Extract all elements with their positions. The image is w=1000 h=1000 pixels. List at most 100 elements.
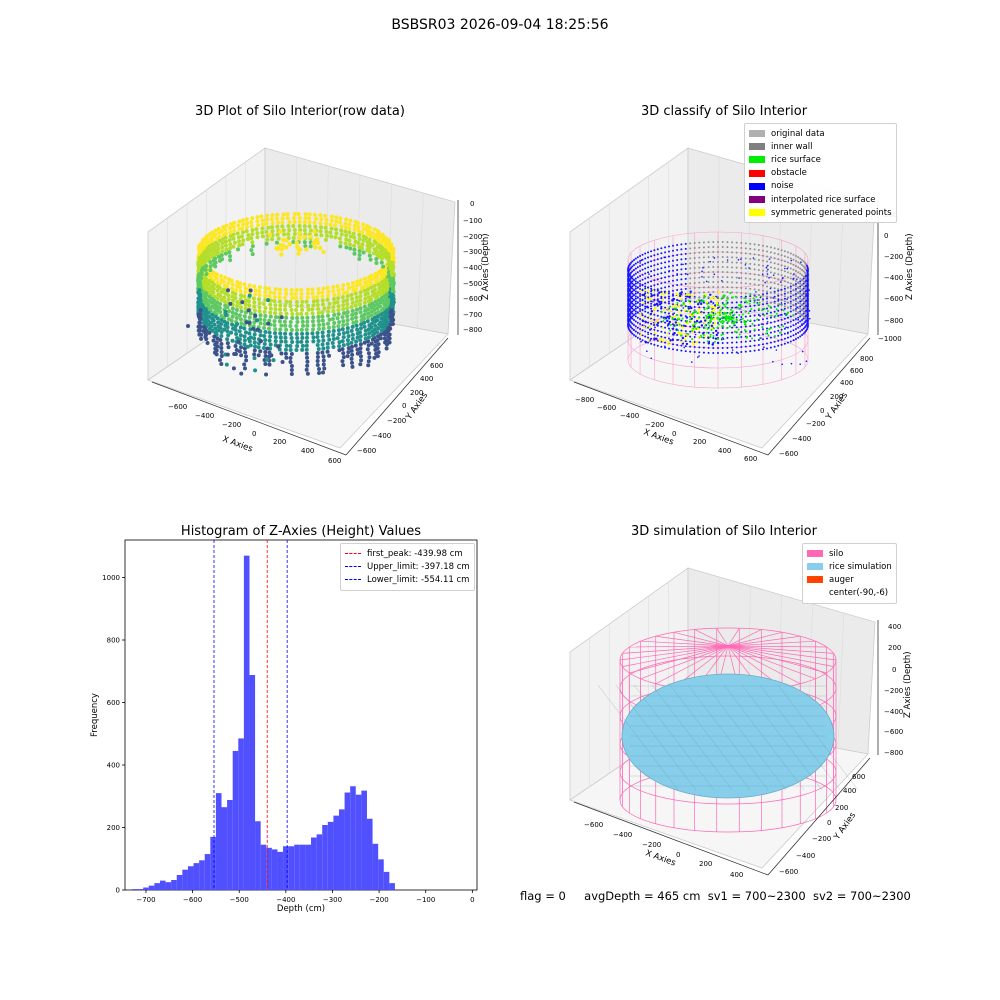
raw-point: [370, 329, 375, 334]
cls-point: [799, 295, 802, 298]
cls-point: [658, 339, 662, 343]
raw-point: [304, 327, 309, 332]
cls-point: [685, 342, 689, 346]
raw-point: [262, 341, 267, 346]
cls-point: [717, 246, 719, 248]
cls-point: [805, 318, 808, 321]
raw-y-tick: −200: [387, 417, 406, 425]
raw-point: [381, 234, 386, 239]
cls-point: [786, 298, 788, 301]
raw-point: [271, 358, 276, 363]
cls-point: [740, 291, 743, 294]
raw-point: [289, 327, 294, 332]
raw-point: [197, 288, 202, 293]
raw-point: [288, 319, 293, 324]
cls-point: [674, 304, 678, 308]
cls-point: [648, 273, 650, 275]
cls-point: [647, 333, 649, 336]
cls-point: [744, 262, 747, 265]
cls-point: [780, 284, 783, 287]
cls-point: [762, 259, 764, 262]
cls-x-tick: 0: [672, 430, 676, 438]
cls-point: [677, 299, 680, 302]
cls-point: [717, 266, 719, 268]
raw-point: [257, 289, 262, 294]
raw-point: [366, 339, 371, 344]
raw-point: [222, 327, 227, 332]
cls-point: [689, 335, 692, 338]
raw-point: [336, 328, 341, 333]
raw-point: [358, 362, 363, 367]
cls-point: [684, 350, 687, 353]
raw-point: [316, 318, 321, 323]
cls-point: [658, 300, 661, 304]
cls-point: [734, 324, 736, 327]
cls-point: [656, 323, 659, 327]
raw-point: [305, 291, 310, 296]
cls-point: [672, 289, 674, 292]
cls-point: [783, 287, 786, 290]
cls-point: [794, 338, 797, 340]
raw-point: [249, 248, 254, 253]
cls-point: [792, 278, 794, 280]
cls-point: [628, 304, 631, 307]
raw-point: [239, 345, 244, 350]
raw-point: [236, 223, 241, 228]
cls-point: [797, 326, 800, 329]
raw-point: [366, 279, 371, 284]
cls-z-tick: −600: [884, 295, 903, 303]
cls-point: [650, 250, 653, 253]
cls-point: [680, 248, 683, 251]
cls-point: [697, 335, 700, 339]
raw-point: [213, 330, 218, 335]
raw-point: [365, 287, 370, 292]
raw-3d-axes: [151, 200, 459, 456]
raw-point: [358, 346, 363, 351]
cls-point: [693, 291, 696, 294]
raw-point: [338, 216, 343, 221]
cls-point: [744, 287, 747, 290]
cls-point: [740, 271, 743, 274]
raw-point: [242, 334, 247, 339]
cls-point: [639, 312, 642, 316]
cls-point: [650, 337, 653, 340]
cls-point: [726, 301, 729, 304]
sim-z-tick: −600: [884, 728, 903, 736]
raw-point: [213, 346, 218, 351]
classify-3d-scatter: [627, 241, 811, 366]
cls-point: [658, 303, 662, 306]
cls-point: [656, 268, 659, 271]
cls-point: [667, 340, 670, 344]
raw-point: [304, 339, 309, 344]
cls-point: [672, 303, 674, 306]
cls-point: [658, 291, 661, 294]
cls-point: [766, 320, 769, 323]
cls-point: [690, 361, 693, 363]
cls-point: [680, 344, 683, 347]
raw-point: [317, 370, 322, 375]
raw-point: [253, 292, 258, 297]
silo-roof-rib: [727, 645, 801, 685]
cls-point: [686, 310, 689, 313]
cls-point: [693, 256, 696, 259]
raw-point: [368, 233, 373, 238]
histogram-bar: [389, 883, 395, 890]
raw-point: [223, 291, 228, 296]
raw-point: [366, 351, 371, 356]
raw-point: [242, 342, 247, 347]
cls-point: [769, 276, 772, 279]
cls-point: [731, 251, 734, 254]
cls-point: [710, 311, 713, 314]
cls-point: [717, 332, 719, 334]
raw-point: [201, 266, 206, 271]
raw-point: [274, 315, 279, 320]
raw-point: [289, 363, 294, 368]
raw-point: [320, 318, 325, 323]
cls-point: [702, 261, 705, 264]
raw-point: [304, 347, 309, 352]
raw-point: [268, 342, 273, 347]
raw-point: [213, 314, 218, 319]
raw-point: [366, 335, 371, 340]
cls-point: [716, 341, 720, 345]
raw-y-tick: 600: [430, 362, 443, 370]
